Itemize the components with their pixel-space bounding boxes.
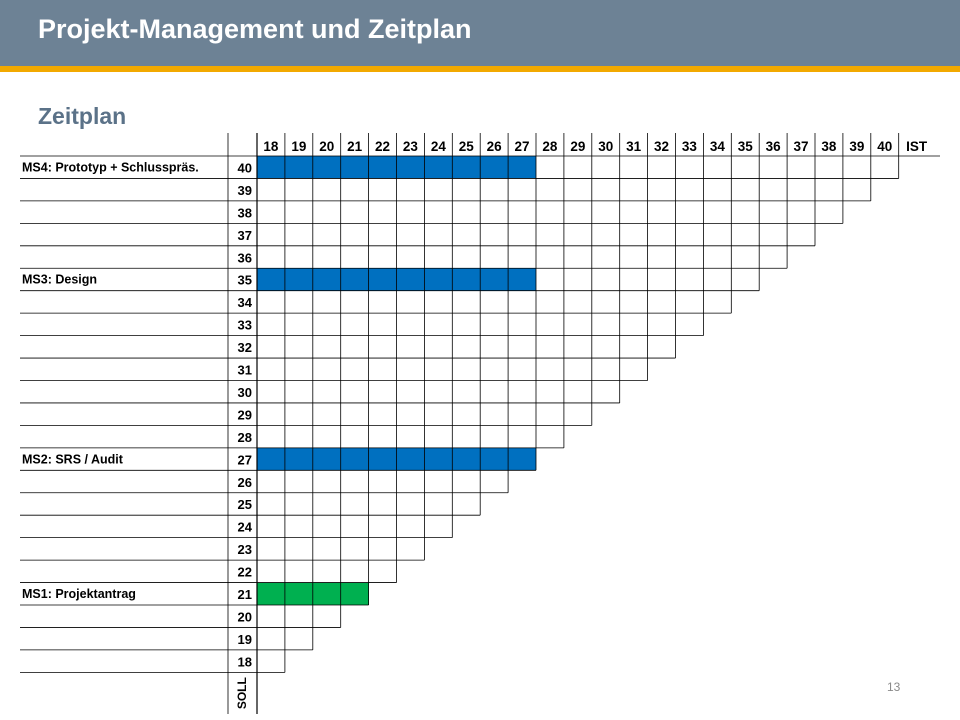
- row-week-label: 24: [238, 520, 253, 535]
- milestone-cell: [452, 268, 481, 291]
- milestone-cell: [368, 447, 397, 471]
- column-header-label: 34: [710, 139, 726, 154]
- milestone-cell: [480, 156, 509, 179]
- row-week-label: 20: [238, 609, 252, 624]
- milestone-cell: [368, 268, 397, 291]
- milestone-cell: [396, 268, 425, 291]
- row-week-label: 21: [238, 587, 252, 602]
- slide-subtitle: Zeitplan: [38, 103, 127, 129]
- milestone-cell: [424, 447, 453, 471]
- column-header-label: 31: [626, 139, 642, 154]
- row-week-label: 31: [238, 363, 252, 378]
- soll-axis-label: SOLL: [235, 677, 249, 709]
- milestone-label: MS4: Prototyp + Schlusspräs.: [22, 160, 199, 174]
- title-accent-stripe: [0, 66, 960, 72]
- milestone-cell: [257, 268, 285, 291]
- row-week-label: 33: [238, 318, 252, 333]
- row-week-label: 34: [238, 295, 253, 310]
- milestone-cell: [284, 447, 313, 471]
- column-header-label: 39: [849, 139, 864, 154]
- milestone-cell: [508, 156, 536, 179]
- column-header-label: 36: [766, 139, 782, 154]
- column-header-label: 29: [570, 139, 585, 154]
- row-week-label: 40: [238, 160, 252, 175]
- milestone-cell: [340, 156, 369, 179]
- row-week-label: 35: [238, 273, 252, 288]
- row-week-label: 30: [238, 385, 252, 400]
- column-header-label: 23: [403, 139, 419, 154]
- milestone-cell: [312, 582, 341, 605]
- milestone-cell: [340, 582, 369, 605]
- milestone-cell: [424, 156, 453, 179]
- milestone-cell: [312, 268, 341, 291]
- column-header-label: 19: [291, 139, 306, 154]
- row-week-label: 36: [238, 250, 252, 265]
- column-header-label: 33: [682, 139, 698, 154]
- row-week-label: 25: [238, 497, 252, 512]
- column-header-label: 28: [542, 139, 558, 154]
- row-week-label: 37: [238, 228, 252, 243]
- column-header-label: 21: [347, 139, 363, 154]
- column-header-label: 37: [794, 139, 809, 154]
- column-header-label: 27: [515, 139, 530, 154]
- milestone-cell: [480, 268, 509, 291]
- row-week-label: 32: [238, 340, 252, 355]
- milestone-cell: [396, 156, 425, 179]
- row-week-label: 19: [238, 632, 252, 647]
- row-week-label: 23: [238, 542, 252, 557]
- milestone-label: MS2: SRS / Audit: [22, 452, 124, 466]
- row-week-label: 38: [238, 205, 252, 220]
- page-number: 13: [887, 680, 901, 694]
- milestone-cell: [508, 268, 536, 291]
- row-week-label: 28: [238, 430, 252, 445]
- slide-title: Projekt-Management und Zeitplan: [38, 14, 472, 44]
- milestone-cell: [284, 582, 313, 605]
- milestone-cell: [396, 447, 425, 471]
- milestone-cell: [257, 447, 285, 471]
- column-header-label: 32: [654, 139, 669, 154]
- milestone-cell: [340, 268, 369, 291]
- milestone-cell: [452, 447, 481, 471]
- milestone-cell: [312, 156, 341, 179]
- milestone-cell: [257, 582, 285, 605]
- row-week-label: 29: [238, 407, 252, 422]
- milestone-cell: [368, 156, 397, 179]
- column-header-label: 20: [319, 139, 334, 154]
- title-bar: [0, 0, 960, 66]
- milestone-cell: [480, 447, 509, 471]
- column-header-label: 24: [431, 139, 447, 154]
- row-week-label: 22: [238, 565, 252, 580]
- milestone-cell: [284, 156, 313, 179]
- milestone-cell: [508, 447, 536, 471]
- milestone-label: MS3: Design: [22, 273, 97, 287]
- column-header-label: 25: [459, 139, 475, 154]
- column-header-label: 18: [263, 139, 279, 154]
- milestone-cell: [340, 447, 369, 471]
- milestone-cell: [424, 268, 453, 291]
- column-header-label: 38: [821, 139, 837, 154]
- milestone-cell: [452, 156, 481, 179]
- row-week-label: 27: [238, 452, 252, 467]
- column-header-label: 40: [877, 139, 892, 154]
- row-week-label: 39: [238, 183, 252, 198]
- milestone-cell: [257, 156, 285, 179]
- row-week-label: 18: [238, 654, 252, 669]
- milestone-cell: [312, 447, 341, 471]
- row-week-label: 26: [238, 475, 252, 490]
- column-header-label: IST: [906, 139, 928, 154]
- column-header-label: 22: [375, 139, 390, 154]
- column-header-label: 26: [487, 139, 503, 154]
- column-header-label: 30: [598, 139, 613, 154]
- milestone-label: MS1: Projektantrag: [22, 587, 136, 601]
- milestone-cell: [284, 268, 313, 291]
- column-header-label: 35: [738, 139, 754, 154]
